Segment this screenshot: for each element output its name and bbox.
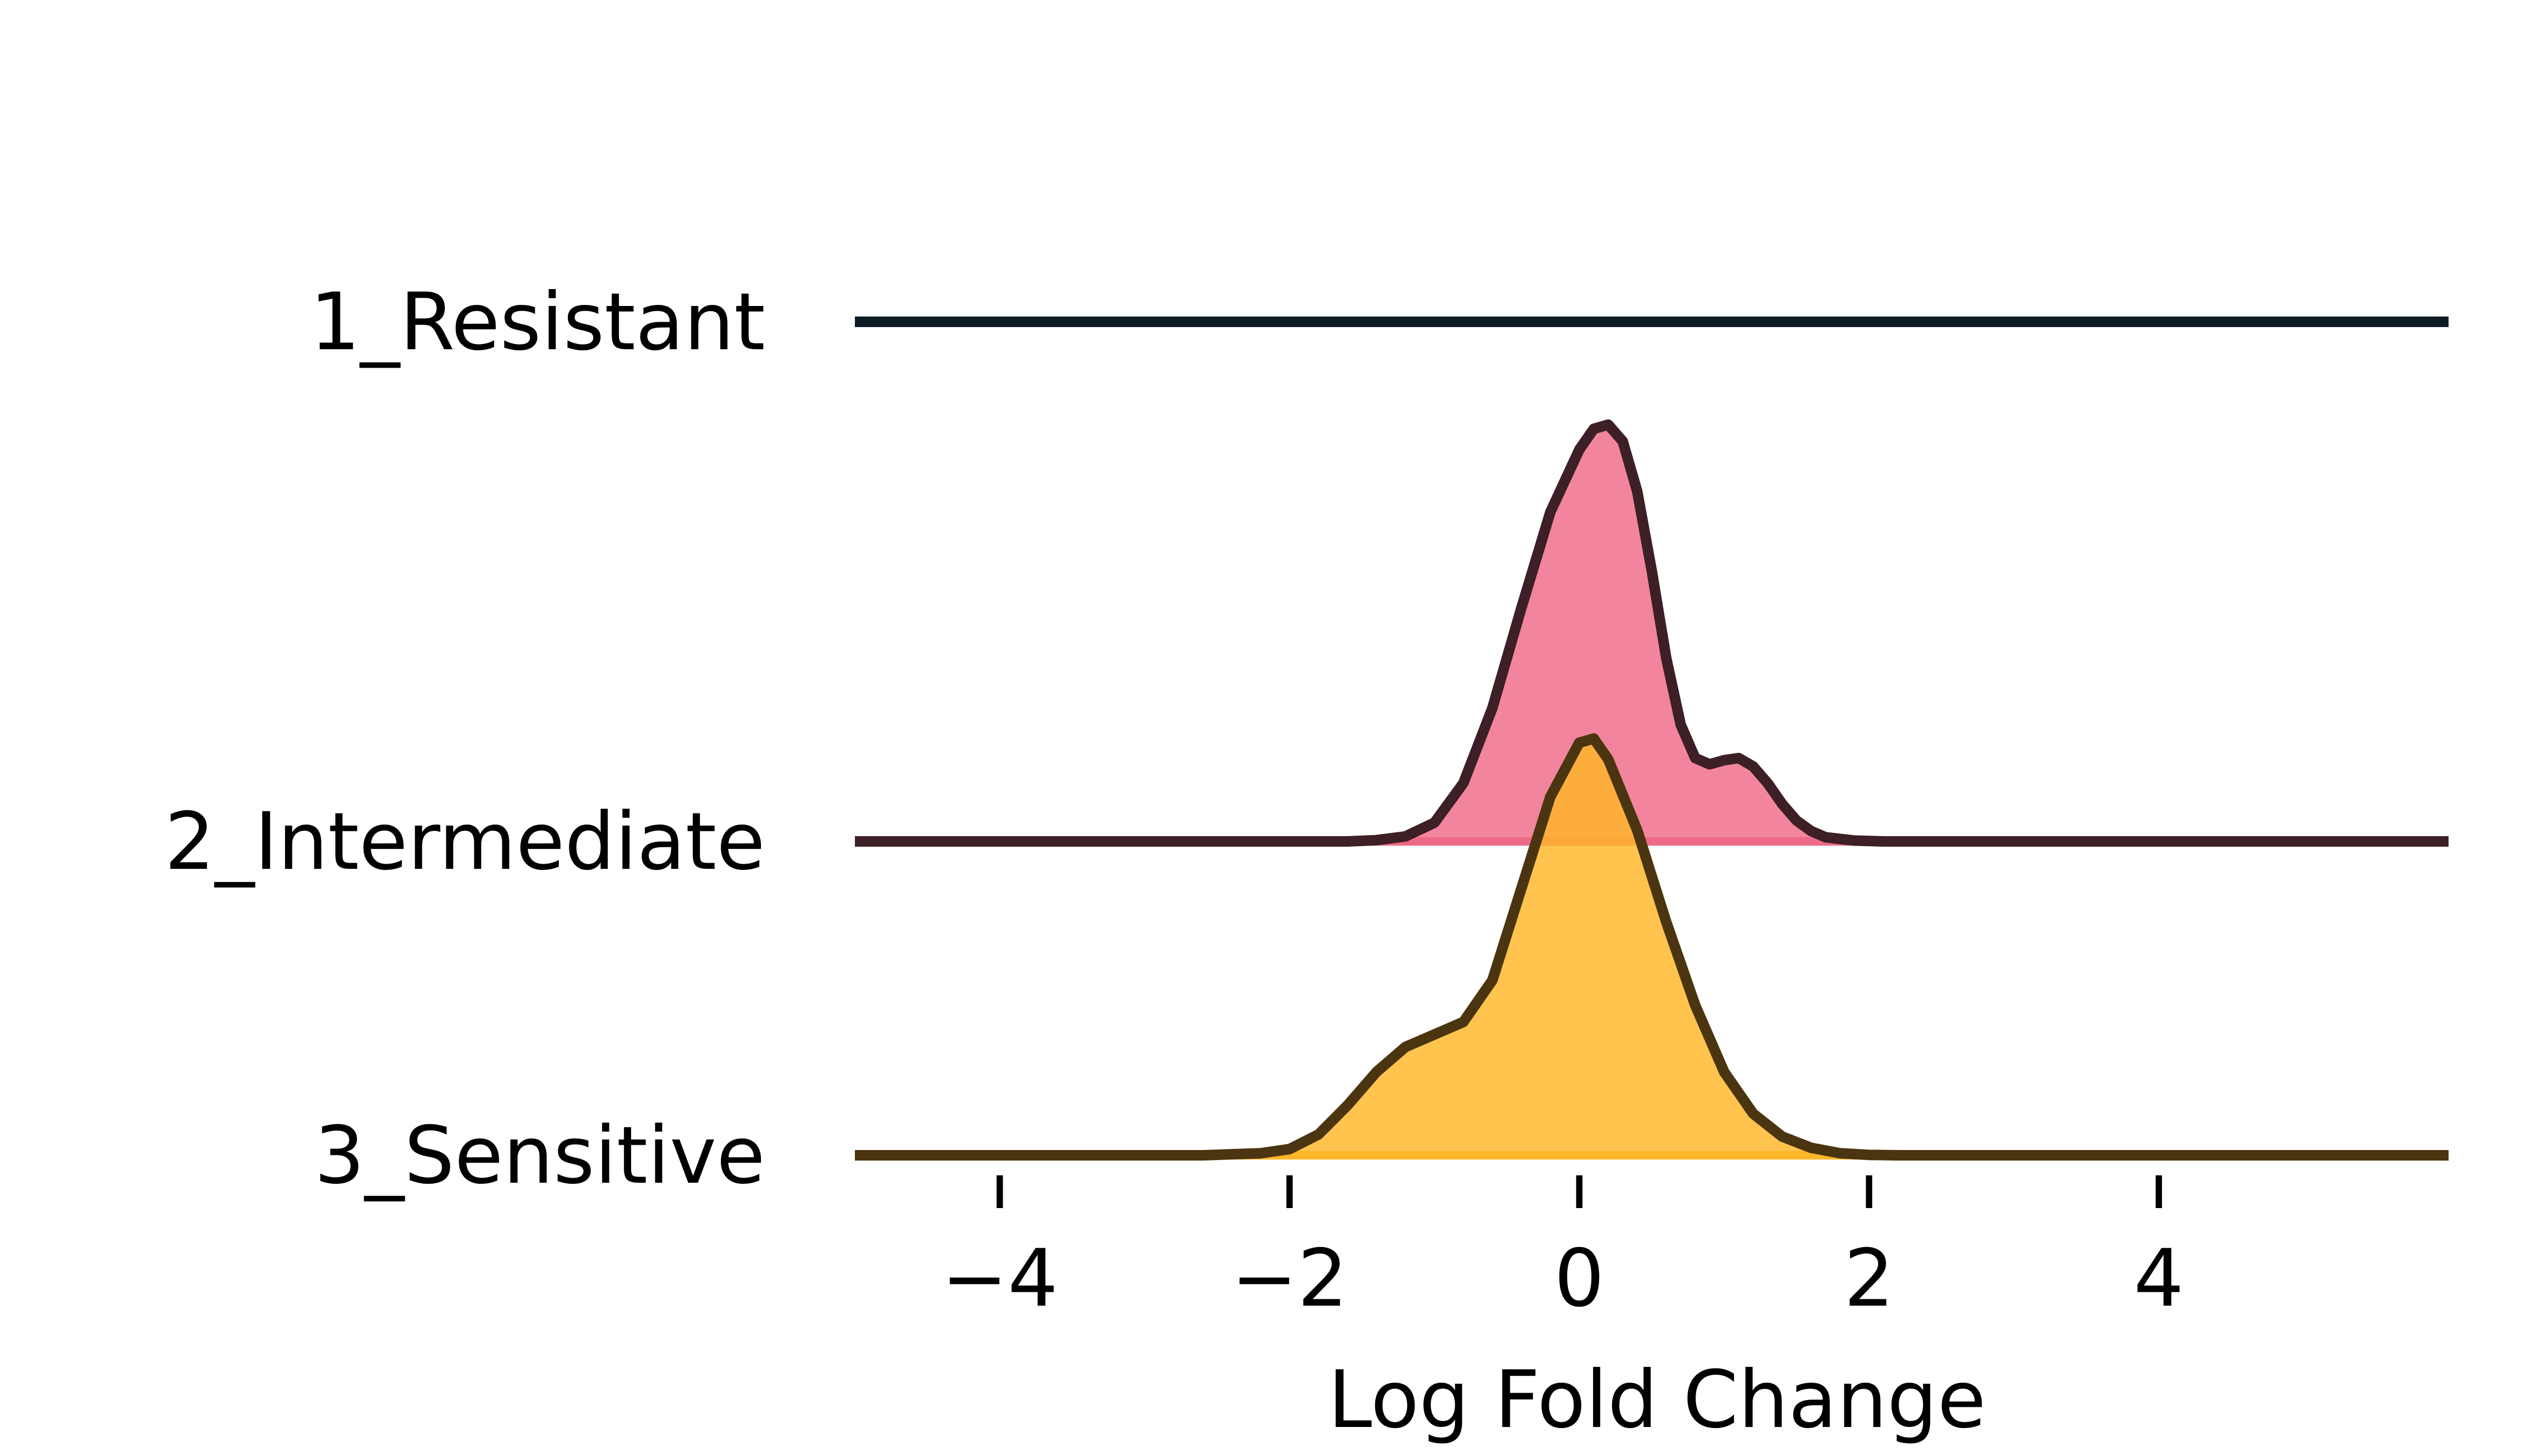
x-axis-label: Log Fold Change [1328, 1354, 1986, 1446]
row-label-3: 3_Sensitive [315, 1110, 765, 1202]
x-tick-label-1: −4 [941, 1233, 1058, 1325]
ridge-line-3 [855, 733, 2449, 1161]
x-axis: −4 −2 0 2 4 [941, 1175, 2184, 1325]
ridge-line-2 [855, 419, 2449, 847]
row-labels: 1_Resistant 2_Intermediate 3_Sensitive [165, 276, 765, 1202]
x-tick-label-5: 4 [2134, 1233, 2184, 1325]
row-label-2: 2_Intermediate [165, 796, 765, 888]
x-tick-label-4: 2 [1844, 1233, 1894, 1325]
x-tick-label-2: −2 [1231, 1233, 1348, 1325]
ridge-fill-3 [855, 739, 2449, 1155]
x-tick-label-3: 0 [1554, 1233, 1604, 1325]
row-label-1: 1_Resistant [310, 276, 765, 368]
ridge-fill-2 [855, 425, 2449, 841]
ridges [855, 317, 2449, 1161]
